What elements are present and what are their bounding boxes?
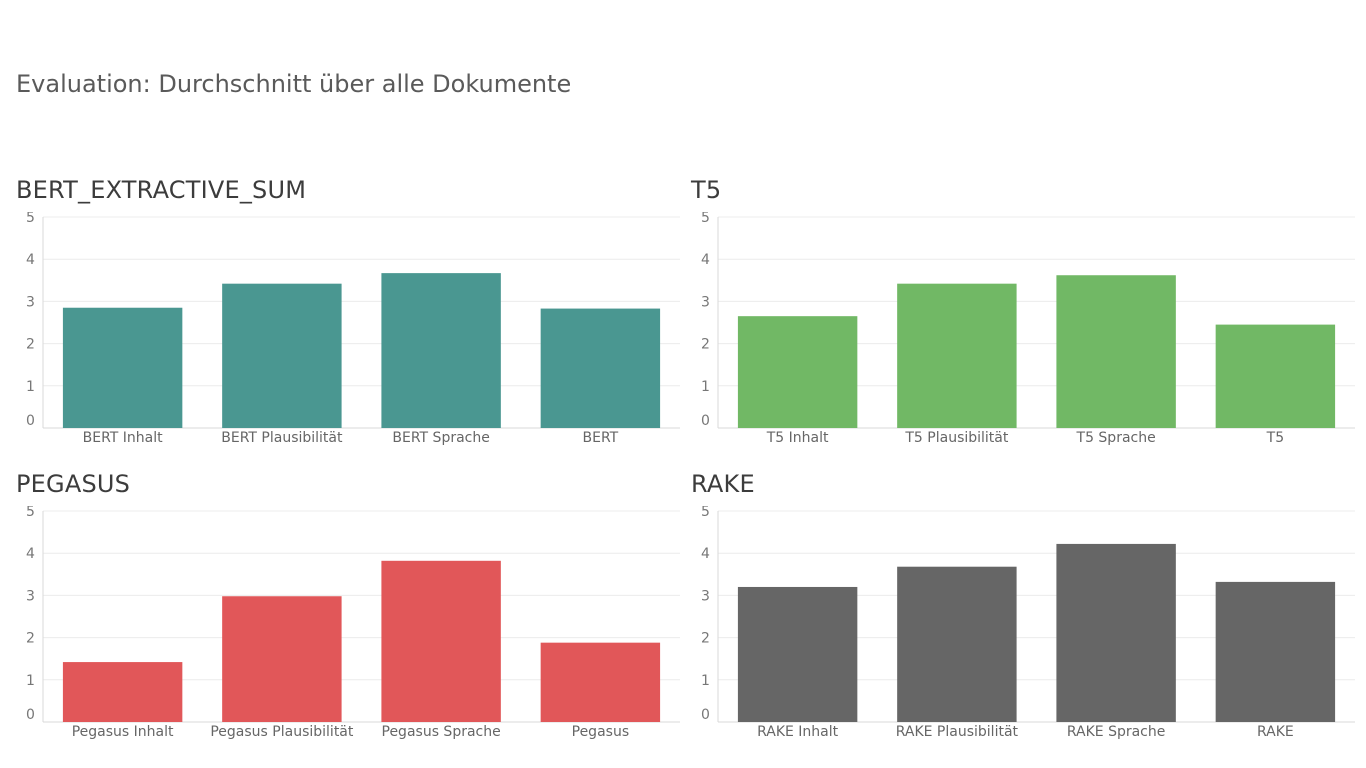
chart-title-rake: RAKE [691, 470, 755, 498]
x-category-label: T5 Sprache [1076, 430, 1156, 446]
y-tick-label: 2 [26, 631, 35, 647]
bar [1056, 543, 1176, 722]
y-tick-label: 0 [701, 413, 710, 429]
bar [1215, 324, 1336, 428]
y-tick-label: 1 [26, 673, 35, 689]
x-category-label: BERT Inhalt [83, 430, 164, 446]
y-tick-label: 5 [701, 212, 710, 226]
x-category-label: T5 Inhalt [766, 430, 829, 446]
y-tick-label: 2 [26, 337, 35, 353]
bar [540, 308, 661, 428]
bar-chart: 0 1 2 3 4 5 Pegasus Inhalt Pegasus Plausibilitä… [26, 506, 680, 740]
y-tick-label: 0 [26, 707, 35, 723]
y-tick-label: 0 [701, 707, 710, 723]
y-tick-label: 2 [701, 337, 710, 353]
chart-plot-t5: 0 1 2 3 4 5 T5 Inhalt T5 Plausibilität T5 Sprach… [691, 212, 1355, 452]
y-tick-label: 3 [26, 588, 35, 604]
dashboard-title: Evaluation: Durchschnitt über alle Dokum… [16, 70, 572, 98]
bar [222, 283, 342, 428]
chart-title-pegasus: PEGASUS [16, 470, 131, 498]
y-tick-label: 3 [26, 294, 35, 310]
bar [737, 316, 858, 428]
chart-panel-bert: BERT_EXTRACTIVE_SUM 0 1 2 3 4 5 BERT Inhalt BER… [16, 176, 680, 456]
bar [540, 642, 661, 722]
y-tick-label: 5 [26, 506, 35, 520]
chart-title-t5: T5 [691, 176, 722, 204]
y-tick-label: 4 [701, 546, 710, 562]
y-tick-label: 4 [701, 252, 710, 268]
y-tick-label: 4 [26, 252, 35, 268]
y-tick-label: 2 [701, 631, 710, 647]
bar [1215, 581, 1336, 722]
bar [381, 273, 501, 428]
x-category-label: Pegasus Sprache [382, 724, 501, 740]
chart-plot-rake: 0 1 2 3 4 5 RAKE Inhalt RAKE Plausibilität RAKE … [691, 506, 1355, 746]
x-category-label: BERT [583, 430, 619, 446]
bar-chart: 0 1 2 3 4 5 T5 Inhalt T5 Plausibilität T5 Sprach… [701, 212, 1355, 446]
bar [737, 586, 858, 722]
y-tick-label: 4 [26, 546, 35, 562]
bar [62, 662, 183, 722]
x-category-label: Pegasus Inhalt [72, 724, 174, 740]
y-tick-label: 0 [26, 413, 35, 429]
x-category-label: RAKE Sprache [1067, 724, 1166, 740]
y-tick-label: 3 [701, 588, 710, 604]
y-tick-label: 5 [701, 506, 710, 520]
y-tick-label: 1 [701, 673, 710, 689]
x-category-label: T5 Plausibilität [904, 430, 1009, 446]
chart-title-bert: BERT_EXTRACTIVE_SUM [16, 176, 307, 204]
y-tick-label: 1 [26, 379, 35, 395]
chart-panel-t5: T5 0 1 2 3 4 5 T5 Inhalt T5 Plausibilität T5 Spr… [691, 176, 1355, 456]
chart-panel-rake: RAKE 0 1 2 3 4 5 RAKE Inhalt RAKE Plausibilität… [691, 470, 1355, 750]
bar-chart: 0 1 2 3 4 5 RAKE Inhalt RAKE Plausibilität RAKE … [701, 506, 1355, 740]
chart-plot-pegasus: 0 1 2 3 4 5 Pegasus Inhalt Pegasus Plausibilitä… [16, 506, 680, 746]
y-tick-label: 3 [701, 294, 710, 310]
bar [897, 283, 1017, 428]
bar [222, 596, 342, 722]
bar [381, 560, 501, 722]
x-category-label: RAKE Plausibilität [896, 724, 1019, 740]
bar-chart: 0 1 2 3 4 5 BERT Inhalt BERT Plausibilität BERT … [26, 212, 680, 446]
y-tick-label: 5 [26, 212, 35, 226]
y-tick-label: 1 [701, 379, 710, 395]
x-category-label: RAKE Inhalt [757, 724, 839, 740]
x-category-label: BERT Sprache [392, 430, 489, 446]
bar [1056, 275, 1176, 428]
x-category-label: Pegasus [572, 724, 629, 740]
bar [897, 566, 1017, 722]
chart-panel-pegasus: PEGASUS 0 1 2 3 4 5 Pegasus Inhalt Pegasus Plau… [16, 470, 680, 750]
x-category-label: BERT Plausibilität [221, 430, 343, 446]
bar [62, 307, 183, 428]
chart-plot-bert: 0 1 2 3 4 5 BERT Inhalt BERT Plausibilität BERT … [16, 212, 680, 452]
x-category-label: RAKE [1257, 724, 1294, 740]
x-category-label: Pegasus Plausibilität [210, 724, 354, 740]
x-category-label: T5 [1266, 430, 1284, 446]
